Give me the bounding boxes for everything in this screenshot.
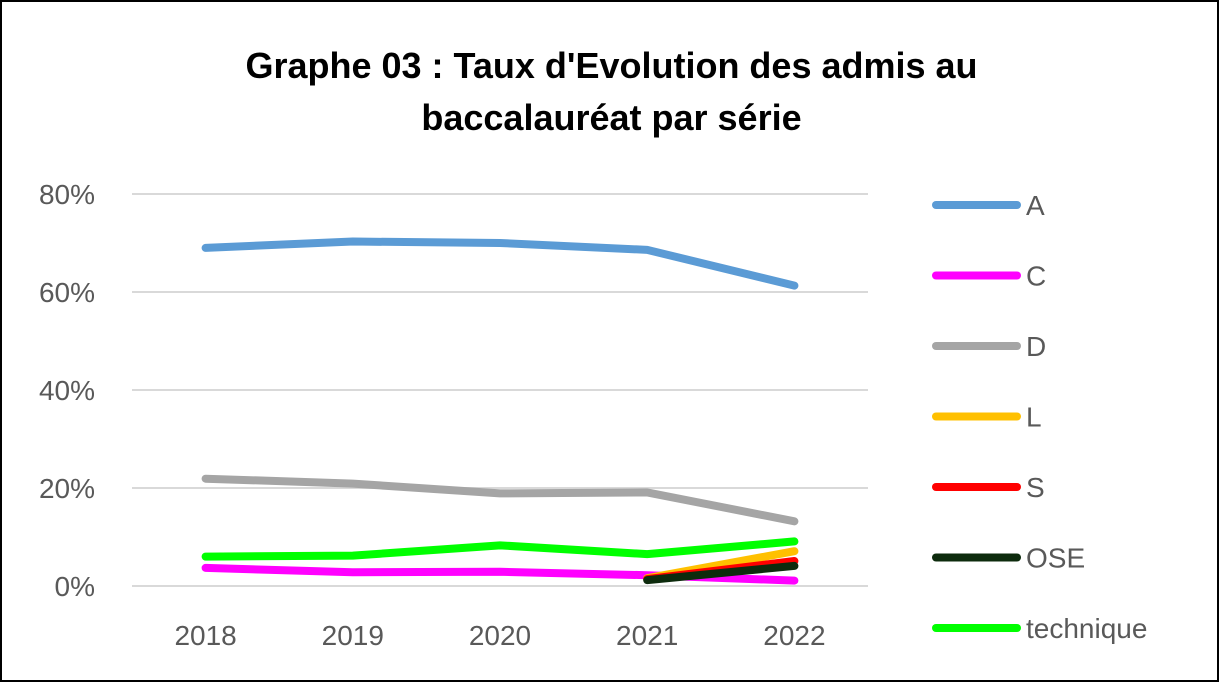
series-line-ose xyxy=(643,561,799,585)
y-tick-label: 40% xyxy=(39,375,95,406)
x-axis-ticks: 2018 2019 2020 2021 2022 xyxy=(174,620,825,651)
legend-label-c: C xyxy=(1026,261,1046,292)
legend-label-l: L xyxy=(1026,402,1042,433)
chart-title-line-2: baccalauréat par série xyxy=(421,97,802,138)
chart-title-line-1: Graphe 03 : Taux d'Evolution des admis a… xyxy=(245,45,978,86)
y-tick-label: 0% xyxy=(55,571,95,602)
x-tick-label: 2019 xyxy=(322,620,384,651)
legend: A C D L S OSE technique xyxy=(932,190,1147,644)
x-tick-label: 2021 xyxy=(616,620,678,651)
legend-label-ose: OSE xyxy=(1026,543,1085,574)
x-tick-label: 2022 xyxy=(763,620,825,651)
x-tick-label: 2018 xyxy=(174,620,236,651)
gridlines xyxy=(132,193,868,587)
legend-label-a: A xyxy=(1026,190,1045,221)
chart-title: Graphe 03 : Taux d'Evolution des admis a… xyxy=(2,40,1217,144)
y-tick-label: 60% xyxy=(39,277,95,308)
y-tick-label: 20% xyxy=(39,473,95,504)
series-line-d xyxy=(201,474,799,526)
legend-label-s: S xyxy=(1026,472,1045,503)
y-tick-label: 80% xyxy=(39,179,95,210)
legend-label-d: D xyxy=(1026,331,1046,362)
series-lines xyxy=(201,237,799,585)
y-axis-ticks: 0% 20% 40% 60% 80% xyxy=(39,179,95,602)
legend-label-technique: technique xyxy=(1026,613,1147,644)
series-line-a xyxy=(201,237,799,290)
x-tick-label: 2020 xyxy=(469,620,531,651)
series-line-technique xyxy=(201,537,799,561)
